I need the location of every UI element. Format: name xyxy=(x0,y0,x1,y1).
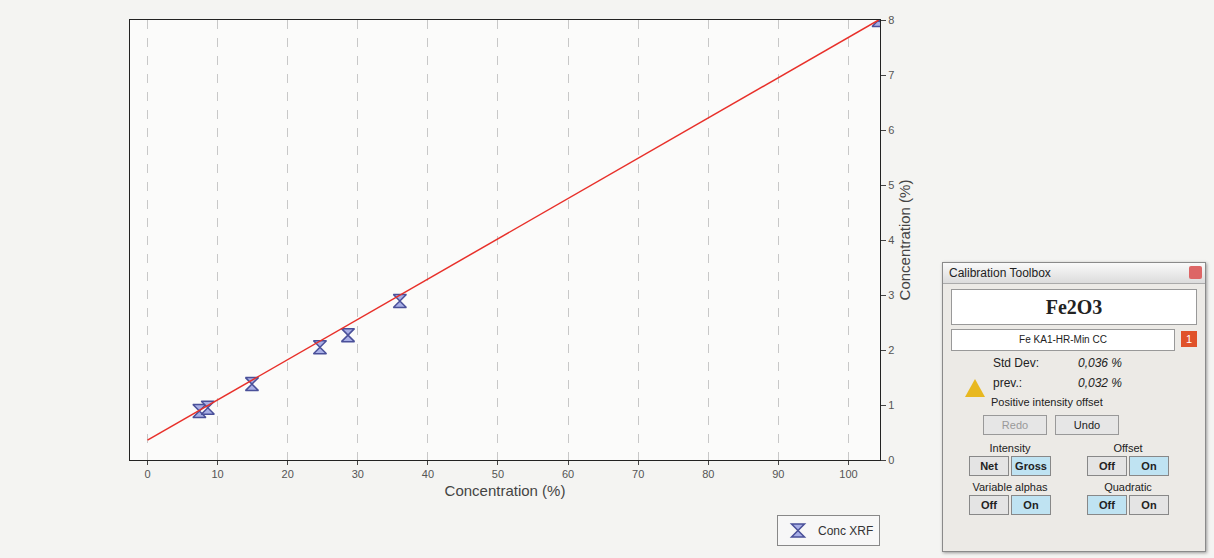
svg-text:30: 30 xyxy=(352,468,364,480)
svg-text:Concentration (%): Concentration (%) xyxy=(896,180,913,301)
svg-text:5: 5 xyxy=(888,179,894,191)
svg-text:6: 6 xyxy=(888,124,894,136)
svg-text:20: 20 xyxy=(282,468,294,480)
html-text:Off: Off xyxy=(1099,460,1115,472)
html-text:1: 1 xyxy=(1185,333,1193,345)
html-text:Positive intensity offset: Positive intensity offset xyxy=(991,396,1103,408)
html-text:Net: Net xyxy=(980,460,998,472)
html-text:Offset: Offset xyxy=(1113,442,1143,454)
html-text:Off: Off xyxy=(1099,499,1115,511)
html-text:On: On xyxy=(1141,460,1157,472)
svg-text:10: 10 xyxy=(211,468,223,480)
html-text:0,036 %: 0,036 % xyxy=(1078,356,1122,370)
html-text:On: On xyxy=(1023,499,1039,511)
svg-text:3: 3 xyxy=(888,289,894,301)
svg-text:100: 100 xyxy=(839,468,857,480)
svg-text:Conc XRF: Conc XRF xyxy=(818,524,873,538)
html-text:0,032 %: 0,032 % xyxy=(1078,376,1122,390)
svg-text:0: 0 xyxy=(144,468,150,480)
svg-text:90: 90 xyxy=(772,468,784,480)
svg-text:70: 70 xyxy=(632,468,644,480)
html-text:Off: Off xyxy=(981,499,997,511)
html-text:Calibration Toolbox: Calibration Toolbox xyxy=(949,266,1051,280)
html-text:Std Dev:: Std Dev: xyxy=(993,356,1039,370)
svg-text:60: 60 xyxy=(562,468,574,480)
svg-text:80: 80 xyxy=(702,468,714,480)
html-text:On: On xyxy=(1141,499,1157,511)
html-text:prev.:: prev.: xyxy=(993,376,1023,390)
html-text:Intensity: Intensity xyxy=(989,442,1031,454)
svg-text:Concentration (%): Concentration (%) xyxy=(445,482,566,499)
html-text:Undo: Undo xyxy=(1073,419,1101,431)
svg-text:1: 1 xyxy=(888,399,894,411)
svg-text:4: 4 xyxy=(888,234,894,246)
svg-text:50: 50 xyxy=(492,468,504,480)
html-text:Quadratic: Quadratic xyxy=(1104,481,1152,493)
svg-text:0: 0 xyxy=(888,454,894,466)
svg-text:8: 8 xyxy=(888,14,894,26)
svg-text:40: 40 xyxy=(422,468,434,480)
html-text:Gross: Gross xyxy=(1015,460,1047,472)
html-text:Variable alphas: Variable alphas xyxy=(972,481,1048,493)
html-text:Fe2O3: Fe2O3 xyxy=(1045,296,1103,318)
html-text:Redo: Redo xyxy=(1001,419,1029,431)
svg-text:7: 7 xyxy=(888,69,894,81)
html-text:Fe KA1-HR-Min CC: Fe KA1-HR-Min CC xyxy=(1019,334,1107,345)
svg-text:2: 2 xyxy=(888,344,894,356)
